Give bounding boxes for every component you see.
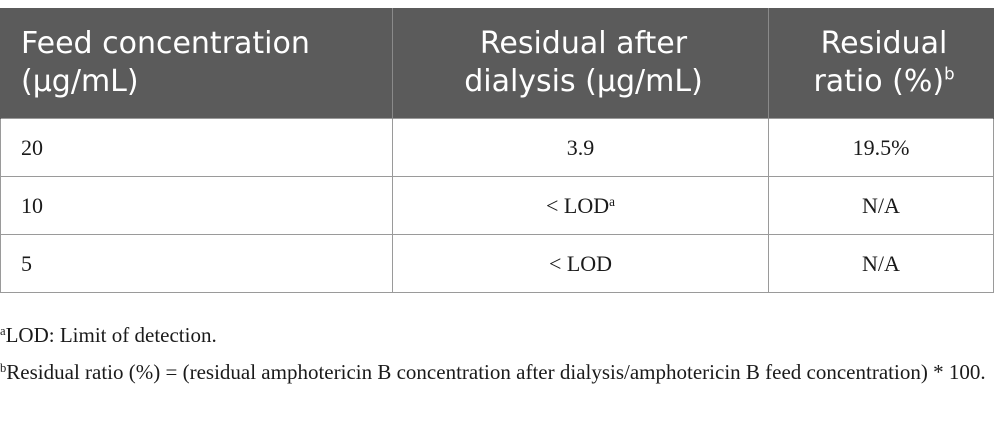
footnote-a: aLOD: Limit of detection. [0, 320, 990, 350]
footnote-b: bResidual ratio (%) = (residual amphoter… [0, 357, 990, 387]
cell-residual: 3.9 [392, 118, 769, 177]
header-ratio-line-2: ratio (%)b [789, 63, 979, 101]
cell-residual: < LOD [392, 234, 769, 293]
table-row: 10 < LODa N/A [0, 176, 994, 235]
header-residual-line-2: dialysis (μg/mL) [464, 64, 703, 99]
footnote-b-mark: b [0, 361, 7, 376]
cell-feed-concentration: 5 [0, 234, 393, 293]
header-ratio-line-1: Residual [820, 26, 948, 61]
cell-residual-ratio: N/A [768, 234, 994, 293]
cell-residual-value: 3.9 [566, 134, 595, 160]
header-feed-line-2: (μg/mL) [21, 64, 139, 99]
data-table-container: Feed concentration (μg/mL) Residual afte… [0, 8, 994, 293]
cell-residual: < LODa [392, 176, 769, 235]
header-residual-ratio: Residual ratio (%)b [768, 8, 994, 119]
table-footnotes: aLOD: Limit of detection. bResidual rati… [0, 320, 990, 387]
table-body: 20 3.9 19.5% 10 < LODa N/A 5 < LOD N/A [0, 118, 994, 293]
cell-feed-concentration: 10 [0, 176, 393, 235]
header-feed-concentration: Feed concentration (μg/mL) [0, 8, 393, 119]
table-header: Feed concentration (μg/mL) Residual afte… [0, 8, 994, 119]
cell-residual-ratio: 19.5% [768, 118, 994, 177]
header-residual-line-1: Residual after [479, 26, 688, 61]
table-row: 20 3.9 19.5% [0, 118, 994, 177]
footnote-marker-b: b [944, 64, 955, 84]
cell-feed-concentration: 20 [0, 118, 393, 177]
cell-residual-ratio: N/A [768, 176, 994, 235]
footnote-a-mark: a [0, 324, 6, 339]
header-row: Feed concentration (μg/mL) Residual afte… [0, 8, 994, 119]
header-ratio-line-2-text: ratio (%) [813, 64, 945, 99]
header-residual-after-dialysis: Residual after dialysis (μg/mL) [392, 8, 769, 119]
header-feed-line-1: Feed concentration [21, 26, 310, 61]
footnote-marker-a: a [609, 193, 615, 209]
cell-residual-value: < LOD [548, 250, 613, 276]
residual-concentration-table: Feed concentration (μg/mL) Residual afte… [0, 8, 994, 293]
cell-residual-value: < LOD [546, 192, 610, 218]
footnote-a-text: LOD: Limit of detection. [5, 323, 217, 347]
table-row: 5 < LOD N/A [0, 234, 994, 293]
footnote-b-text: Residual ratio (%) = (residual amphoteri… [6, 360, 986, 384]
